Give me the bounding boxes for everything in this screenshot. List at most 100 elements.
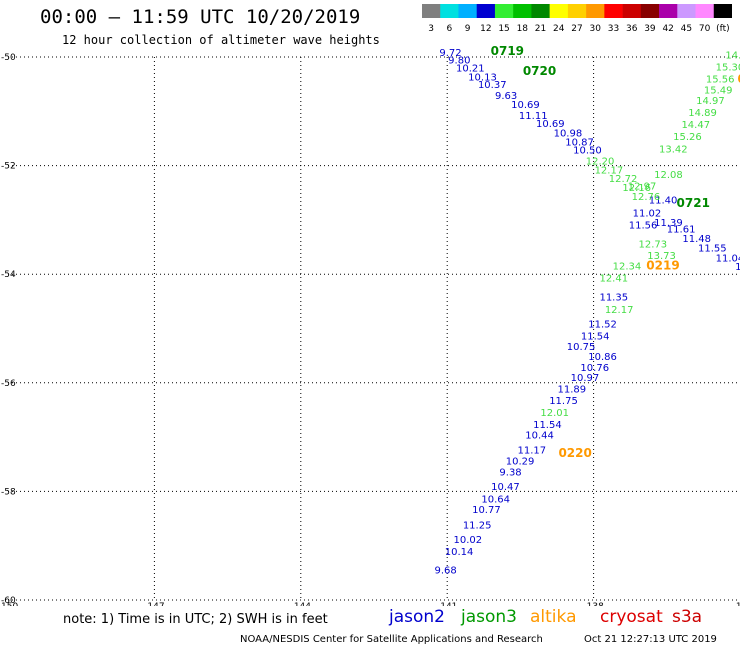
wave-height-value: 11.54 [581, 331, 610, 342]
wave-height-value: 10.77 [472, 505, 501, 516]
x-tick-label: -13 [733, 602, 740, 606]
pass-label: 0719 [491, 44, 524, 58]
wave-height-value: 11.25 [463, 520, 492, 531]
wave-height-value: 11.02 [633, 209, 662, 220]
colorbar-swatch [549, 4, 569, 18]
wave-height-value: 15.56 [706, 75, 735, 86]
wave-height-value: 12.72 [609, 174, 638, 185]
pass-label: 0220 [558, 446, 591, 460]
wave-height-value: 11.35 [599, 292, 628, 303]
legend-s3a: s3a [672, 607, 703, 627]
pass-label: 0 [738, 72, 740, 86]
colorbar-swatch [476, 4, 496, 18]
colorbar-swatch [622, 4, 642, 18]
wave-height-value: 11.55 [698, 243, 727, 254]
color-legend: 3 6 9 12 15 18 21 24 27 30 33 36 39 42 45 70 (ft) [422, 4, 732, 34]
legend-altika: altika [530, 607, 577, 627]
colorbar-label: 27 [571, 24, 582, 34]
wave-height-value: 11.61 [667, 224, 696, 235]
wave-height-value: 14.89 [688, 108, 717, 119]
colorbar-swatch [604, 4, 623, 18]
colorbar-swatch [695, 4, 715, 18]
wave-height-value: 11.17 [517, 445, 546, 456]
x-tick-label: -150 [0, 602, 18, 606]
y-tick-label: -50 [1, 53, 16, 63]
wave-height-value: 13.42 [659, 145, 688, 156]
colorbar-swatch [659, 4, 678, 18]
wave-height-value: 9.68 [435, 565, 457, 576]
pass-label: 0721 [677, 196, 710, 210]
colorbar-label: 45 [681, 24, 692, 34]
wave-height-value: 9.80 [448, 56, 470, 67]
footer-note: note: 1) Time is in UTC; 2) SWH is in fe… [63, 612, 328, 627]
colorbar-swatch [531, 4, 550, 18]
y-tick-label: -60 [1, 596, 16, 606]
wave-height-value: 10.69 [536, 119, 565, 130]
wave-height-value: 10.86 [588, 352, 617, 363]
wave-height-value: 10.44 [525, 431, 554, 442]
wave-height-value: 10.21 [456, 64, 485, 75]
wave-height-value: 13.73 [647, 251, 676, 262]
wave-height-value: 12.41 [599, 273, 628, 284]
wave-height-value: 11.75 [549, 396, 578, 407]
wave-height-value: 15.26 [673, 132, 702, 143]
colorbar-swatch [458, 4, 478, 18]
wave-height-value: 11.54 [533, 420, 562, 431]
colorbar-label: 36 [626, 24, 638, 34]
legend-cryosat: cryosat [600, 607, 663, 627]
colorbar-label: 21 [535, 24, 546, 34]
colorbar-label: 18 [517, 24, 529, 34]
colorbar-swatch [677, 4, 696, 18]
colorbar-swatch [567, 4, 587, 18]
wave-height-value: 10.50 [573, 146, 602, 157]
colorbar-swatch [440, 4, 459, 18]
wave-height-value: 12.17 [605, 305, 634, 316]
colorbar-swatch [422, 4, 441, 18]
wave-height-value: 12.76 [632, 192, 661, 203]
y-tick-label: -52 [1, 162, 16, 172]
wave-height-value: 12.73 [638, 240, 667, 251]
wave-height-value: 11.04 [716, 254, 740, 265]
colorbar-label: 6 [446, 24, 452, 34]
wave-height-value: 9.72 [439, 48, 461, 59]
timestamp: Oct 21 12:27:13 UTC 2019 [584, 634, 717, 645]
colorbar-swatch [713, 4, 732, 18]
page-subtitle: 12 hour collection of altimeter wave hei… [62, 33, 380, 47]
colorbar-label: 15 [498, 24, 509, 34]
legend-jason3: jason3 [461, 607, 517, 627]
colorbar-label: 3 [428, 24, 434, 34]
wave-height-value: 10.87 [565, 138, 594, 149]
colorbar-label: 33 [608, 24, 619, 34]
wave-height-value: 10.14 [445, 547, 474, 558]
colorbar-label: 30 [590, 24, 602, 34]
wave-height-value: 15.49 [704, 85, 733, 96]
colorbar-label: 39 [644, 24, 656, 34]
colorbar-label: 9 [465, 24, 471, 34]
y-tick-label: -54 [1, 270, 16, 280]
wave-height-value: 12.08 [654, 170, 683, 181]
wave-height-value: 14.97 [696, 96, 725, 107]
wave-height-value: 10.69 [511, 100, 540, 111]
wave-height-value: 12.34 [613, 261, 642, 272]
wave-height-value: 10.02 [454, 535, 483, 546]
wave-height-value: 10.64 [481, 494, 510, 505]
credit-line: NOAA/NESDIS Center for Satellite Applica… [240, 634, 543, 645]
wave-height-value: 12.97 [628, 181, 657, 192]
wave-height-value: 11.39 [654, 218, 683, 229]
x-tick-label: -144 [291, 602, 312, 606]
wave-height-value: 11.40 [649, 196, 678, 207]
y-tick-label: -58 [1, 487, 16, 497]
wave-height-value: 10.75 [567, 342, 596, 353]
wave-height-value: 12.17 [595, 166, 624, 177]
colorbar-label: (ft) [716, 24, 730, 34]
wave-height-value: 15.30 [716, 63, 740, 74]
wave-height-value: 9.38 [499, 468, 521, 479]
wave-height-value: 11.56 [629, 221, 658, 232]
colorbar-label: 70 [699, 24, 711, 34]
wave-height-value: 11.48 [682, 234, 711, 245]
wave-height-value: 10.98 [554, 128, 583, 139]
wave-height-value: 9.63 [495, 91, 517, 102]
colorbar-label: 24 [553, 24, 565, 34]
wave-height-value: 10.37 [478, 80, 507, 91]
colorbar-swatch [513, 4, 532, 18]
